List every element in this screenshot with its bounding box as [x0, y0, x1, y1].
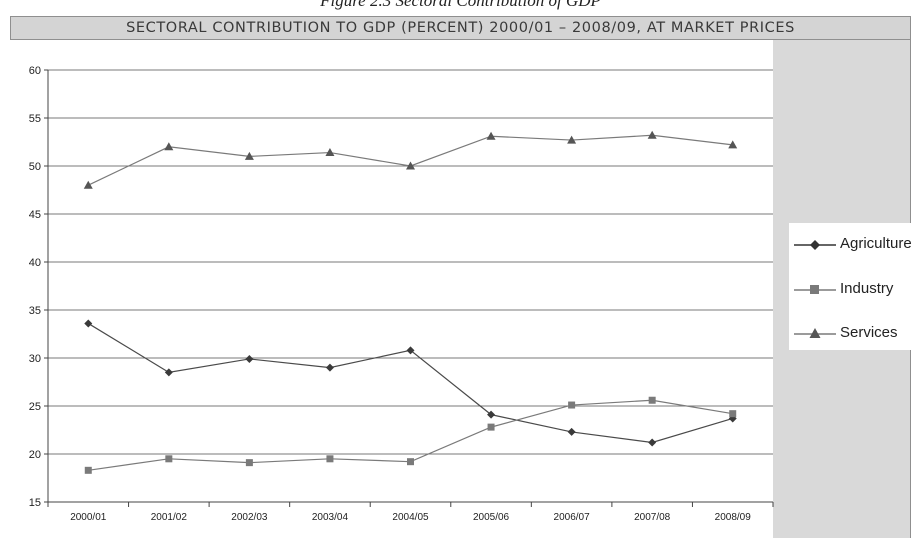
data-point-industry [245, 459, 253, 467]
y-tick-label: 40 [29, 257, 41, 269]
data-point-agriculture [84, 319, 93, 328]
legend: Agriculture Industry Services [789, 223, 921, 350]
data-point-agriculture [567, 427, 576, 436]
y-tick-label: 35 [29, 305, 41, 317]
data-point-services [164, 142, 174, 151]
data-point-industry [326, 455, 334, 463]
data-point-services [83, 180, 93, 189]
x-tick-label: 2001/02 [151, 512, 188, 523]
data-point-industry [729, 410, 737, 418]
data-point-industry [487, 423, 495, 431]
x-tick-label: 2000/01 [70, 512, 107, 523]
data-point-services [406, 161, 415, 170]
y-tick-label: 60 [29, 65, 41, 77]
y-tick-label: 50 [29, 161, 41, 173]
data-point-industry [568, 401, 576, 409]
data-point-services [567, 135, 577, 144]
data-point-agriculture [406, 346, 415, 355]
legend-item-services: Services [789, 323, 921, 343]
data-point-agriculture [648, 438, 657, 447]
data-point-agriculture [164, 368, 173, 377]
chart-title: SECTORAL CONTRIBUTION TO GDP (PERCENT) 2… [10, 16, 911, 40]
legend-label-industry: Industry [840, 280, 894, 297]
data-point-services [728, 140, 738, 149]
diamond-marker-icon [794, 240, 836, 250]
legend-item-agriculture: Agriculture [789, 234, 921, 254]
data-point-services [325, 148, 335, 157]
data-point-agriculture [245, 354, 254, 363]
y-tick-label: 45 [29, 209, 41, 221]
data-point-services [486, 131, 496, 140]
x-tick-label: 2008/09 [715, 512, 752, 523]
legend-label-services: Services [840, 324, 898, 341]
data-point-agriculture [325, 363, 334, 372]
x-tick-label: 2002/03 [231, 512, 268, 523]
plot-background [10, 40, 773, 538]
y-tick-label: 15 [29, 497, 41, 509]
y-tick-label: 30 [29, 353, 41, 365]
triangle-marker-icon [794, 328, 836, 338]
figure-caption: Figure 2.3 Sectoral Contribution of GDP [320, 0, 601, 10]
y-tick-label: 25 [29, 401, 41, 413]
legend-item-industry: Industry [789, 279, 921, 299]
data-point-industry [84, 466, 92, 474]
x-tick-label: 2004/05 [392, 512, 429, 523]
data-point-services [244, 151, 254, 160]
data-point-services [647, 130, 657, 139]
y-tick-label: 55 [29, 113, 41, 125]
data-point-industry [165, 455, 173, 463]
data-point-industry [648, 396, 656, 404]
x-tick-label: 2003/04 [312, 512, 349, 523]
x-tick-label: 2006/07 [554, 512, 591, 523]
data-point-agriculture [487, 410, 496, 419]
legend-label-agriculture: Agriculture [840, 235, 912, 252]
square-marker-icon [794, 285, 836, 294]
x-tick-label: 2007/08 [634, 512, 671, 523]
x-tick-label: 2005/06 [473, 512, 510, 523]
y-tick-label: 20 [29, 449, 41, 461]
data-point-industry [407, 458, 414, 466]
